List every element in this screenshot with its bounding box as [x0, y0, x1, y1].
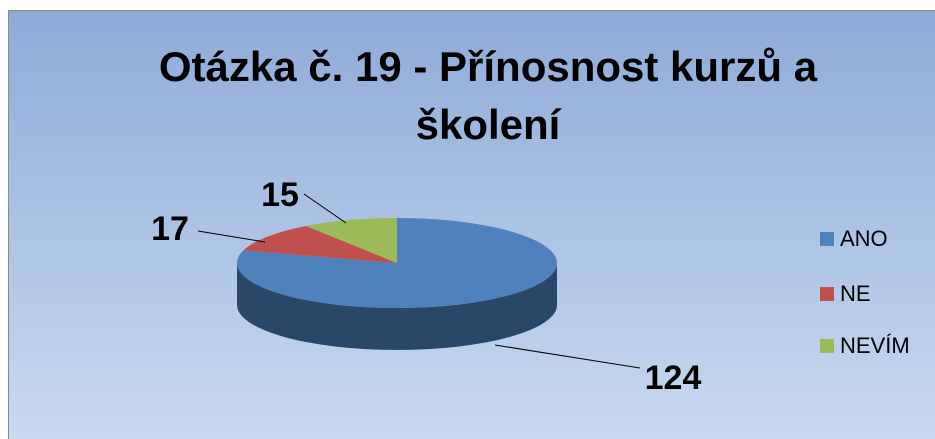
- data-labels: 124 17 15: [151, 176, 701, 397]
- leader-line: [303, 193, 347, 224]
- slice: [243, 225, 397, 263]
- legend-label: NEVÍM: [840, 333, 910, 358]
- slice-side: [237, 263, 557, 350]
- legend-swatch: [820, 339, 834, 353]
- legend-label: NE: [840, 281, 871, 306]
- data-label: 17: [151, 210, 189, 248]
- leader-line: [197, 230, 266, 243]
- leader-line: [494, 344, 641, 369]
- legend-swatch: [820, 287, 834, 301]
- legend: ANO NE NEVÍM: [820, 226, 910, 358]
- chart-title: Otázka č. 19 - Přínosnost kurzů a školen…: [158, 43, 818, 148]
- pie: [237, 218, 557, 350]
- data-label: 124: [645, 359, 702, 397]
- data-label: 15: [261, 176, 299, 214]
- legend-label: ANO: [840, 226, 888, 251]
- slice: [306, 218, 397, 263]
- legend-swatch: [820, 232, 834, 246]
